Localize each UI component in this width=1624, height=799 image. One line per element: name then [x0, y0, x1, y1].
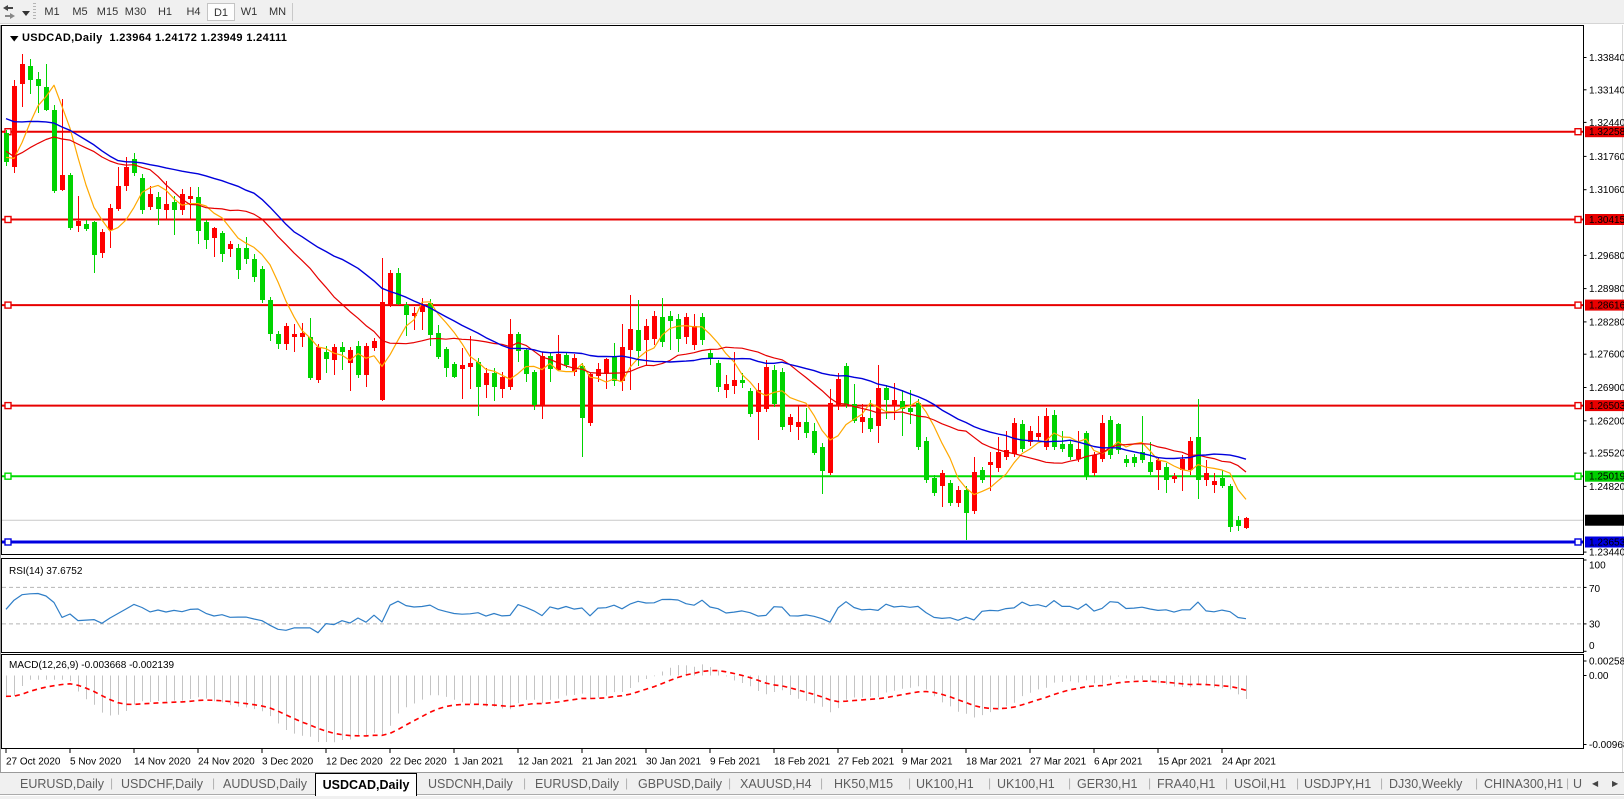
- svg-text:1.23653: 1.23653: [1589, 538, 1624, 549]
- svg-text:1.26200: 1.26200: [1589, 416, 1624, 427]
- svg-text:1.26900: 1.26900: [1589, 383, 1624, 394]
- svg-text:0.00258: 0.00258: [1589, 657, 1624, 668]
- svg-text:1.29680: 1.29680: [1589, 251, 1624, 262]
- svg-text:18 Mar 2021: 18 Mar 2021: [966, 757, 1023, 768]
- svg-text:30: 30: [1589, 620, 1601, 631]
- svg-text:100: 100: [1589, 561, 1606, 572]
- svg-text:1.28616: 1.28616: [1589, 301, 1624, 312]
- svg-text:1.24111: 1.24111: [1589, 516, 1624, 527]
- svg-text:27 Oct 2020: 27 Oct 2020: [6, 757, 61, 768]
- svg-text:3 Dec 2020: 3 Dec 2020: [262, 757, 314, 768]
- svg-text:18 Feb 2021: 18 Feb 2021: [774, 757, 831, 768]
- svg-text:-0.009687: -0.009687: [1589, 740, 1624, 751]
- svg-text:1.33840: 1.33840: [1589, 53, 1624, 64]
- svg-text:12 Dec 2020: 12 Dec 2020: [326, 757, 383, 768]
- svg-text:1.27600: 1.27600: [1589, 350, 1624, 361]
- svg-text:1 Jan 2021: 1 Jan 2021: [454, 757, 504, 768]
- svg-text:1.33140: 1.33140: [1589, 85, 1624, 96]
- svg-text:1.24820: 1.24820: [1589, 482, 1624, 493]
- svg-text:6 Apr 2021: 6 Apr 2021: [1094, 757, 1143, 768]
- svg-text:24 Nov 2020: 24 Nov 2020: [198, 757, 255, 768]
- svg-text:5 Nov 2020: 5 Nov 2020: [70, 757, 122, 768]
- svg-text:9 Feb 2021: 9 Feb 2021: [710, 757, 761, 768]
- svg-text:1.23440: 1.23440: [1589, 548, 1624, 559]
- svg-text:MACD(12,26,9) -0.003668 -0.002: MACD(12,26,9) -0.003668 -0.002139: [9, 660, 175, 671]
- svg-text:27 Mar 2021: 27 Mar 2021: [1030, 757, 1087, 768]
- svg-text:1.25520: 1.25520: [1589, 449, 1624, 460]
- svg-text:14 Nov 2020: 14 Nov 2020: [134, 757, 191, 768]
- svg-text:24 Apr 2021: 24 Apr 2021: [1222, 757, 1276, 768]
- svg-text:1.30415: 1.30415: [1589, 215, 1624, 226]
- svg-text:27 Feb 2021: 27 Feb 2021: [838, 757, 895, 768]
- svg-text:70: 70: [1589, 584, 1601, 595]
- svg-text:1.28280: 1.28280: [1589, 317, 1624, 328]
- svg-text:RSI(14) 37.6752: RSI(14) 37.6752: [9, 566, 83, 577]
- svg-text:21 Jan 2021: 21 Jan 2021: [582, 757, 637, 768]
- svg-text:1.32258: 1.32258: [1589, 127, 1624, 138]
- svg-text:9 Mar 2021: 9 Mar 2021: [902, 757, 953, 768]
- svg-text:1.26503: 1.26503: [1589, 401, 1624, 412]
- svg-text:1.32440: 1.32440: [1589, 118, 1624, 129]
- svg-text:15 Apr 2021: 15 Apr 2021: [1158, 757, 1212, 768]
- svg-text:1.31760: 1.31760: [1589, 152, 1624, 163]
- svg-text:1.31060: 1.31060: [1589, 185, 1624, 196]
- svg-text:22 Dec 2020: 22 Dec 2020: [390, 757, 447, 768]
- svg-text:12 Jan 2021: 12 Jan 2021: [518, 757, 573, 768]
- svg-text:0: 0: [1589, 641, 1595, 652]
- svg-text:30 Jan 2021: 30 Jan 2021: [646, 757, 701, 768]
- svg-text:1.28980: 1.28980: [1589, 284, 1624, 295]
- svg-text:1.25019: 1.25019: [1589, 472, 1624, 483]
- svg-text:USDCAD,Daily 1.23964 1.24172: USDCAD,Daily 1.23964 1.24172 1.23949 1.2…: [22, 32, 287, 44]
- svg-text:0.00: 0.00: [1589, 671, 1609, 682]
